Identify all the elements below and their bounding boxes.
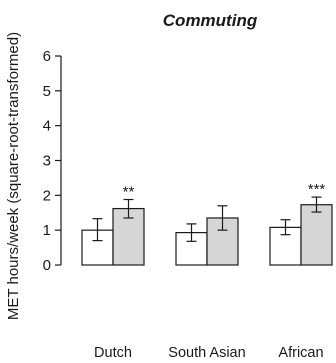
category-label-dutch: Dutch <box>94 345 132 361</box>
category-label-south-asian: South Asian <box>168 345 245 361</box>
significance-annotation: ** <box>123 184 135 201</box>
y-tick-label: 2 <box>43 187 51 204</box>
y-axis-label: MET hours/week (square-root-transformed) <box>5 32 22 320</box>
y-tick-label: 1 <box>43 222 51 239</box>
y-tick-label: 6 <box>43 48 51 65</box>
category-label-african: African <box>278 345 323 361</box>
bars <box>81 196 333 266</box>
y-tick-label: 4 <box>43 118 51 135</box>
y-tick-label: 0 <box>43 257 51 274</box>
bar-african-2 <box>300 204 333 266</box>
chart-title: Commuting <box>163 11 258 30</box>
y-axis: 0 1 2 3 4 5 6 <box>43 48 62 274</box>
y-tick-label: 5 <box>43 83 51 100</box>
significance-annotations: ** *** <box>123 181 326 200</box>
y-tick-label: 3 <box>43 153 51 170</box>
category-labels: Dutch South Asian African <box>94 345 324 361</box>
significance-annotation: *** <box>308 181 326 198</box>
